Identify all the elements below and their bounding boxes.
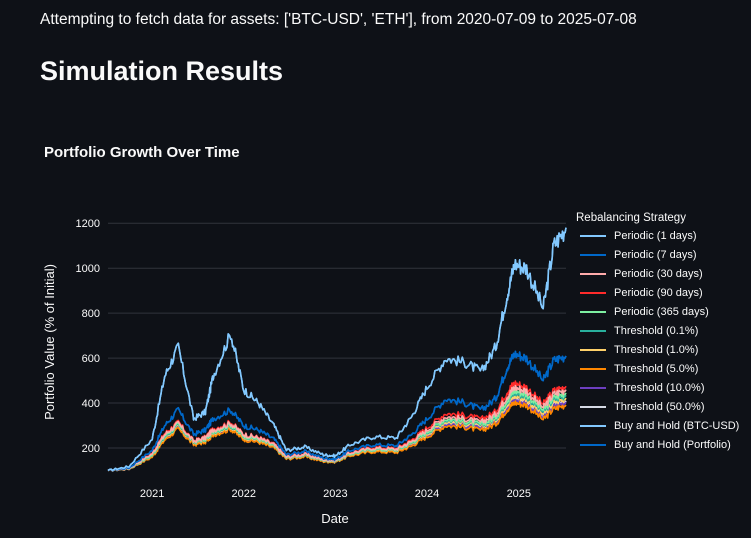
y-tick-label: 1000 [76,263,100,275]
legend-item[interactable]: Periodic (1 days) [576,226,739,245]
legend-swatch [580,291,606,294]
legend-label: Threshold (50.0%) [614,400,705,413]
legend-swatch [580,424,606,427]
legend-item[interactable]: Periodic (90 days) [576,283,739,302]
legend-item[interactable]: Buy and Hold (BTC-USD) [576,416,739,435]
legend-item[interactable]: Periodic (365 days) [576,302,739,321]
y-tick-label: 1200 [76,218,100,230]
y-axis-label: Portfolio Value (% of Initial) [42,264,57,420]
legend-items: Periodic (1 days) Periodic (7 days) Period… [576,226,739,454]
series-line[interactable] [107,227,567,472]
x-tick-label: 2024 [415,488,439,500]
legend-label: Threshold (5.0%) [614,362,699,375]
legend-label: Periodic (365 days) [614,305,709,318]
legend-label: Threshold (1.0%) [614,343,699,356]
status-message: Attempting to fetch data for assets: ['B… [40,11,637,28]
legend-label: Buy and Hold (BTC-USD) [614,419,740,432]
chart-gridlines [108,222,566,449]
series-line[interactable] [107,227,567,472]
y-tick-label: 400 [82,398,100,410]
legend-item[interactable]: Buy and Hold (Portfolio) [576,435,739,454]
chart-legend: Rebalancing Strategy Periodic (1 days) Pe… [576,212,739,454]
legend-swatch [580,405,606,408]
legend-swatch [580,253,606,256]
legend-label: Threshold (10.0%) [614,381,705,394]
y-tick-label: 600 [82,353,100,365]
x-tick-label: 2022 [232,488,256,500]
y-axis-ticks: 200 400 600 800 1000 1200 [76,218,100,455]
chart-title: Portfolio Growth Over Time [44,144,240,161]
legend-item[interactable]: Threshold (0.1%) [576,321,739,340]
legend-swatch [580,348,606,351]
legend-item[interactable]: Periodic (7 days) [576,245,739,264]
legend-swatch [580,272,606,275]
legend-swatch [580,386,606,389]
x-axis-label: Date [321,511,348,526]
legend-label: Buy and Hold (Portfolio) [614,438,731,451]
legend-swatch [580,329,606,332]
legend-swatch [580,310,606,313]
x-axis-ticks: 2021 2022 2023 2024 2025 [140,488,531,500]
legend-item[interactable]: Threshold (5.0%) [576,359,739,378]
y-tick-label: 800 [82,308,100,320]
legend-swatch [580,443,606,446]
legend-item[interactable]: Threshold (10.0%) [576,378,739,397]
legend-label: Periodic (7 days) [614,248,697,261]
x-tick-label: 2021 [140,488,164,500]
legend-label: Periodic (30 days) [614,267,703,280]
x-tick-label: 2023 [323,488,347,500]
legend-swatch [580,234,606,237]
legend-swatch [580,367,606,370]
legend-label: Periodic (90 days) [614,286,703,299]
legend-label: Periodic (1 days) [614,229,697,242]
legend-label: Threshold (0.1%) [614,324,699,337]
chart-series[interactable] [107,227,567,472]
legend-item[interactable]: Threshold (50.0%) [576,397,739,416]
legend-title: Rebalancing Strategy [576,212,686,224]
x-tick-label: 2025 [507,488,531,500]
y-tick-label: 200 [82,443,100,455]
legend-item[interactable]: Threshold (1.0%) [576,340,739,359]
series-line[interactable] [107,350,567,472]
page-title: Simulation Results [40,56,284,86]
legend-item[interactable]: Periodic (30 days) [576,264,739,283]
